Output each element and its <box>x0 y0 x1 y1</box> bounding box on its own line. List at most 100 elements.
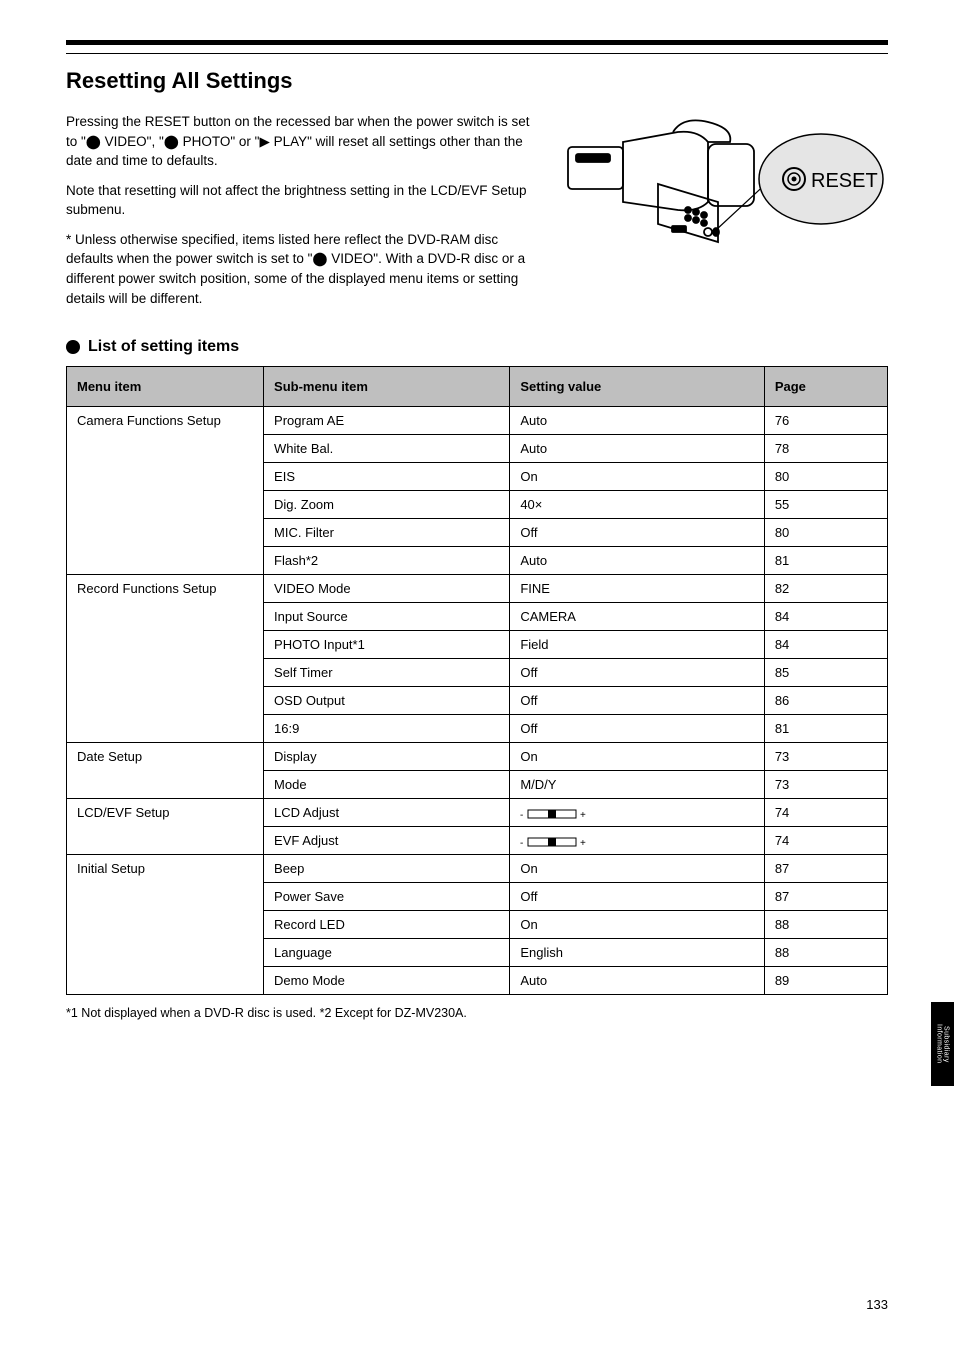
page-cell: 84 <box>764 603 887 631</box>
submenu-cell: VIDEO Mode <box>264 575 510 603</box>
svg-text:-: - <box>520 838 523 848</box>
value-cell: On <box>510 463 765 491</box>
menu-cell: Record Functions Setup <box>67 575 264 743</box>
page-cell: 88 <box>764 939 887 967</box>
camcorder-svg: RESET <box>558 112 888 262</box>
intro-text: Pressing the RESET button on the recesse… <box>66 112 538 318</box>
submenu-cell: 16:9 <box>264 715 510 743</box>
value-cell: Auto <box>510 435 765 463</box>
th-val: Setting value <box>510 367 765 407</box>
camcorder-illustration: RESET <box>558 112 888 318</box>
page-cell: 78 <box>764 435 887 463</box>
page-cell: 86 <box>764 687 887 715</box>
table-row: Initial SetupBeepOn87 <box>67 855 888 883</box>
submenu-cell: Demo Mode <box>264 967 510 995</box>
value-cell: Off <box>510 715 765 743</box>
page-cell: 88 <box>764 911 887 939</box>
page-cell: 87 <box>764 855 887 883</box>
page-title: Resetting All Settings <box>66 68 888 94</box>
page-cell: 80 <box>764 463 887 491</box>
submenu-cell: Power Save <box>264 883 510 911</box>
menu-cell: Camera Functions Setup <box>67 407 264 575</box>
section-heading-label: List of setting items <box>88 338 239 356</box>
th-page: Page <box>764 367 887 407</box>
menu-cell: Date Setup <box>67 743 264 799</box>
value-cell: Off <box>510 659 765 687</box>
submenu-cell: EIS <box>264 463 510 491</box>
page-cell: 87 <box>764 883 887 911</box>
value-cell: Off <box>510 883 765 911</box>
page-cell: 81 <box>764 715 887 743</box>
table-row: Record Functions SetupVIDEO ModeFINE82 <box>67 575 888 603</box>
intro-p2: Note that resetting will not affect the … <box>66 181 538 220</box>
bullet-icon <box>66 340 80 354</box>
svg-text:+: + <box>580 838 586 848</box>
reset-callout: RESET <box>759 134 883 224</box>
value-cell: -+ <box>510 799 765 827</box>
value-cell: 40× <box>510 491 765 519</box>
page-cell: 73 <box>764 771 887 799</box>
submenu-cell: MIC. Filter <box>264 519 510 547</box>
page-cell: 55 <box>764 491 887 519</box>
submenu-cell: Flash*2 <box>264 547 510 575</box>
table-row: LCD/EVF SetupLCD Adjust-+74 <box>67 799 888 827</box>
value-cell: FINE <box>510 575 765 603</box>
value-cell: -+ <box>510 827 765 855</box>
page-cell: 73 <box>764 743 887 771</box>
value-cell: On <box>510 911 765 939</box>
page-number: 133 <box>866 1297 888 1312</box>
submenu-cell: Language <box>264 939 510 967</box>
th-menu: Menu item <box>67 367 264 407</box>
page-cell: 82 <box>764 575 887 603</box>
thick-rule <box>66 40 888 45</box>
value-cell: Auto <box>510 547 765 575</box>
value-cell: Auto <box>510 407 765 435</box>
table-row: Camera Functions SetupProgram AEAuto76 <box>67 407 888 435</box>
value-cell: On <box>510 743 765 771</box>
value-cell: Auto <box>510 967 765 995</box>
menu-cell: Initial Setup <box>67 855 264 995</box>
submenu-cell: White Bal. <box>264 435 510 463</box>
submenu-cell: LCD Adjust <box>264 799 510 827</box>
settings-table: Menu item Sub-menu item Setting value Pa… <box>66 366 888 995</box>
page-cell: 85 <box>764 659 887 687</box>
submenu-cell: Record LED <box>264 911 510 939</box>
svg-text:+: + <box>580 810 586 820</box>
submenu-cell: Self Timer <box>264 659 510 687</box>
th-sub: Sub-menu item <box>264 367 510 407</box>
value-cell: CAMERA <box>510 603 765 631</box>
submenu-cell: EVF Adjust <box>264 827 510 855</box>
page-cell: 74 <box>764 799 887 827</box>
thin-rule <box>66 53 888 54</box>
value-cell: Off <box>510 519 765 547</box>
table-row: Date SetupDisplayOn73 <box>67 743 888 771</box>
menu-cell: LCD/EVF Setup <box>67 799 264 855</box>
section-heading: List of setting items <box>66 338 888 356</box>
submenu-cell: Mode <box>264 771 510 799</box>
page-cell: 74 <box>764 827 887 855</box>
reset-label: RESET <box>811 170 878 192</box>
table-note: *1 Not displayed when a DVD-R disc is us… <box>66 1005 888 1023</box>
intro-p3: * Unless otherwise specified, items list… <box>66 230 538 308</box>
slider-icon: -+ <box>520 836 590 848</box>
value-cell: On <box>510 855 765 883</box>
page-cell: 81 <box>764 547 887 575</box>
submenu-cell: Beep <box>264 855 510 883</box>
intro-p1: Pressing the RESET button on the recesse… <box>66 112 538 171</box>
page-cell: 80 <box>764 519 887 547</box>
submenu-cell: Program AE <box>264 407 510 435</box>
svg-text:-: - <box>520 810 523 820</box>
submenu-cell: Input Source <box>264 603 510 631</box>
submenu-cell: Display <box>264 743 510 771</box>
side-tab: Subsidiary Information <box>931 1002 954 1086</box>
page-cell: 84 <box>764 631 887 659</box>
page-cell: 76 <box>764 407 887 435</box>
slider-icon: -+ <box>520 808 590 820</box>
value-cell: M/D/Y <box>510 771 765 799</box>
page-cell: 89 <box>764 967 887 995</box>
submenu-cell: OSD Output <box>264 687 510 715</box>
value-cell: Off <box>510 687 765 715</box>
value-cell: English <box>510 939 765 967</box>
submenu-cell: Dig. Zoom <box>264 491 510 519</box>
submenu-cell: PHOTO Input*1 <box>264 631 510 659</box>
